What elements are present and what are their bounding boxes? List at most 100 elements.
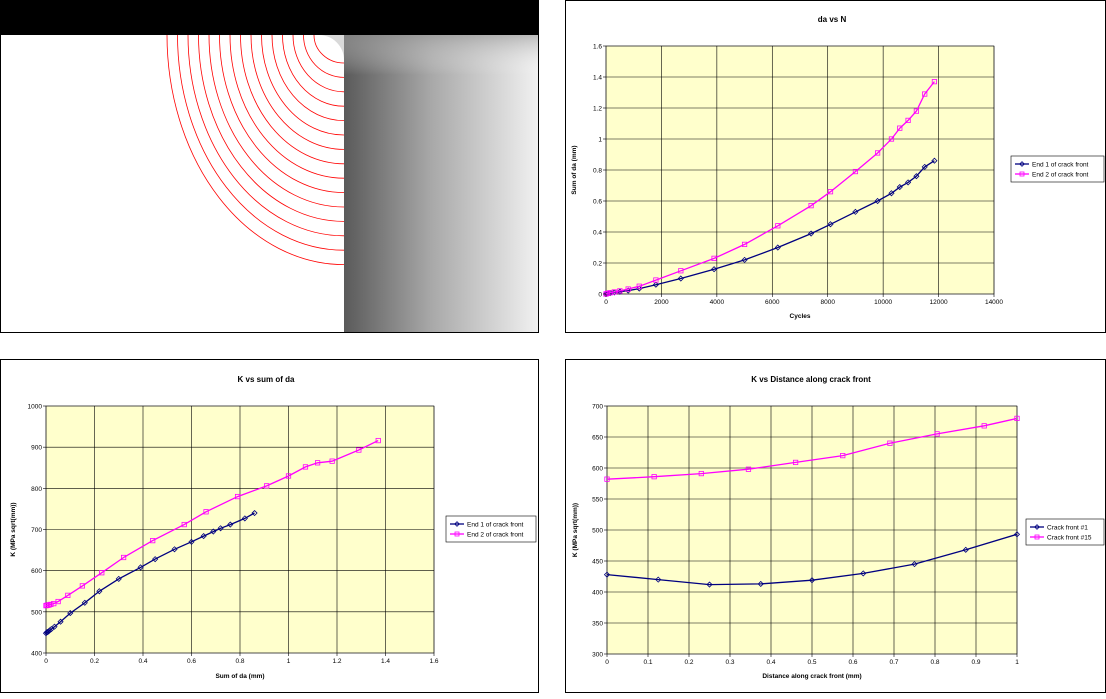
y-tick-label: 300 [592,652,603,659]
data-point [302,464,309,470]
legend-marker [1034,534,1040,540]
y-tick-label: 700 [592,404,603,411]
data-point [808,230,815,237]
crack-front-contours [1,1,538,332]
y-tick-label: 400 [592,590,603,597]
x-tick-label: 0.7 [889,659,898,666]
legend-marker [1019,171,1025,177]
legend-label: End 2 of crack front [467,531,524,538]
y-tick-label: 550 [592,497,603,504]
data-point [981,423,987,429]
crack-front-arc [292,34,345,93]
data-point [651,474,657,480]
data-point [827,189,834,195]
data-point [171,546,178,553]
x-tick-label: 0.5 [807,659,816,666]
data-point [905,117,911,123]
data-point [65,592,71,598]
x-tick-label: 12000 [930,299,948,306]
chart-k-vs-distance-svg: K vs Distance along crack front 0 0.1 0.2 0… [572,375,1105,680]
data-point [655,576,662,583]
x-tick-label: 1 [1015,659,1019,666]
crack-front-arc [187,34,345,237]
x-tick-label: 0.9 [971,659,980,666]
x-tick-label: 1.6 [429,658,438,665]
chart-k-vs-sum-of-da: K vs sum of da 0 0.2 0.4 0.6 0.8 1 1.2 1.4 1.6 40… [0,359,539,693]
data-point [152,556,159,563]
data-point [200,533,207,540]
y-tick-label: 900 [31,445,42,452]
data-point [188,538,195,545]
legend: Crack front #1 Crack front #15 [1025,518,1105,546]
crack-front-arc [219,34,345,193]
legend-marker [1034,524,1040,530]
data-point [251,509,258,517]
data-point [603,571,611,578]
data-point [227,521,234,528]
x-tick-label: 14000 [985,299,1003,306]
x-tick-label: 0.2 [90,658,99,665]
y-tick-label: 1 [598,137,602,144]
data-point [808,577,816,584]
legend-label: End 1 of crack front [1032,161,1089,168]
data-point [774,244,781,251]
crack-front-arc [229,34,345,179]
y-tick-label: 600 [592,466,603,473]
x-tick-label: 0.6 [187,658,196,665]
data-point [962,546,969,553]
data-point [905,179,912,186]
data-point [677,275,684,282]
x-tick-label: 10000 [874,299,892,306]
x-tick-label: 0.2 [684,659,693,666]
data-point [210,528,217,535]
crack-simulation-image [0,0,539,333]
x-tick-label: 0.8 [235,658,244,665]
y-tick-label: 1.4 [593,75,602,82]
legend-marker [454,521,460,527]
data-point [913,108,920,114]
data-point [96,588,103,595]
data-point [617,288,623,294]
data-point [741,256,748,263]
x-tick-label: 0 [44,658,48,665]
crack-front-arc [208,34,345,208]
data-point [625,286,631,292]
data-point [1014,415,1020,422]
data-point [653,277,659,283]
x-tick-label: 1 [287,658,291,665]
data-point [181,521,187,528]
crack-front-arc [313,34,345,64]
series-line [606,417,1018,480]
data-point [46,627,53,634]
data-point [375,437,381,444]
x-tick-label: 0.4 [138,658,147,665]
y-tick-label: 500 [31,609,42,616]
data-point [264,483,270,489]
data-point [874,197,881,205]
crack-front-arc [240,34,345,165]
data-point [678,268,684,274]
y-axis-label: Sum of da (mm) [571,145,578,194]
data-point [874,150,881,156]
chart-k-vs-distance: K vs Distance along crack front 0 0.1 0.2 0… [565,359,1106,693]
y-tick-label: 700 [31,527,42,534]
legend: End 1 of crack front End 2 of crack front [1010,155,1105,183]
x-tick-label: 1.4 [381,658,390,665]
data-point [741,241,748,247]
data-point [234,493,241,500]
y-tick-label: 0.8 [593,168,602,175]
legend-box [445,515,537,543]
chart-da-vs-n-svg: da vs N 0 2000 4000 6000 8000 10000 12000 14000… [571,15,1105,320]
data-point [922,91,928,97]
data-point [203,509,209,515]
y-tick-label: 350 [592,621,603,628]
data-point [652,281,659,288]
data-point [115,575,122,582]
data-point [757,580,764,588]
data-point [51,623,58,630]
chart-title: K vs Distance along crack front [751,375,871,384]
y-tick-label: 600 [31,568,42,575]
data-point [48,601,54,608]
data-point [711,266,718,273]
y-tick-label: 650 [592,435,603,442]
